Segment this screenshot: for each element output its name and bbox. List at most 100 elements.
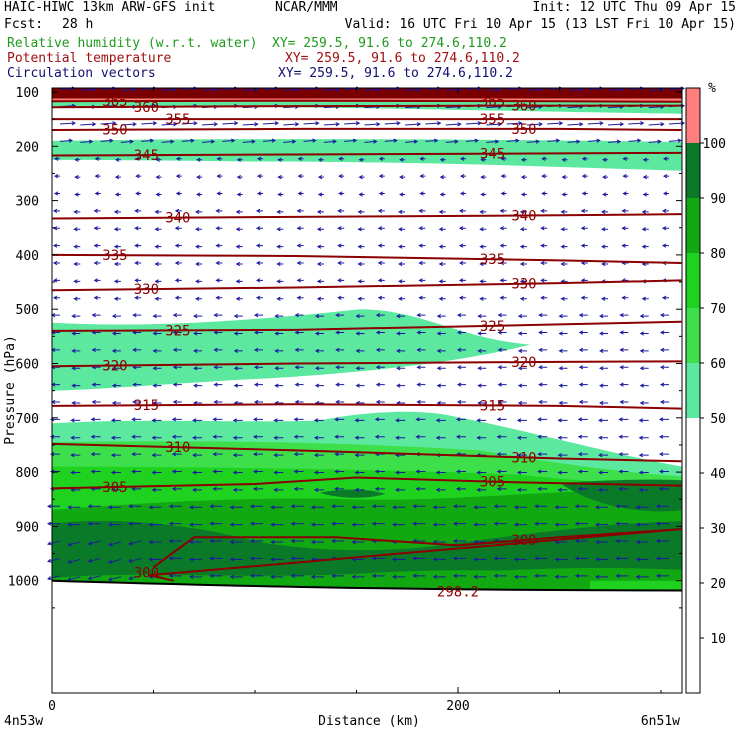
wind-vector — [375, 382, 385, 387]
wind-vector — [316, 279, 324, 284]
wind-vector — [416, 399, 426, 405]
wind-vector — [639, 383, 649, 388]
wind-vector — [398, 261, 406, 267]
wind-vector — [477, 366, 487, 371]
wind-vector — [232, 470, 243, 475]
theta-contour — [51, 151, 682, 157]
wind-vector — [134, 243, 142, 248]
wind-vector — [476, 418, 487, 423]
wind-vector — [497, 365, 507, 370]
wind-vector — [496, 434, 507, 439]
wind-vector — [628, 138, 642, 143]
wind-vector — [195, 296, 203, 301]
wind-vector — [344, 138, 358, 143]
wind-vector — [436, 331, 446, 336]
wind-vector — [377, 295, 385, 300]
wind-vector — [635, 522, 649, 527]
wind-vector — [516, 453, 527, 458]
wind-vector — [561, 192, 568, 197]
wind-vector — [416, 365, 426, 370]
wind-vector — [476, 435, 487, 440]
wind-vector — [375, 347, 385, 353]
wind-vector — [94, 191, 101, 196]
wind-vector — [398, 279, 406, 284]
wind-vector — [212, 452, 223, 457]
wind-vector — [93, 295, 101, 300]
wind-vector — [213, 347, 223, 353]
colorbar-segment — [686, 363, 700, 418]
wind-vector — [648, 139, 662, 144]
wind-vector — [297, 156, 304, 161]
wind-vector — [154, 261, 162, 267]
wind-vector — [73, 296, 81, 301]
wind-vector — [506, 121, 523, 126]
wind-vector — [215, 243, 223, 248]
wind-vector — [357, 244, 365, 249]
wind-vector — [547, 138, 561, 143]
wind-vector — [452, 504, 466, 509]
wind-vector — [113, 296, 121, 301]
wind-vector — [615, 556, 629, 561]
wind-vector — [70, 453, 81, 458]
wind-vector — [658, 486, 669, 492]
wind-vector — [455, 486, 466, 492]
wind-vector — [73, 227, 81, 232]
wind-vector — [659, 399, 669, 405]
wind-vector — [398, 227, 406, 232]
wind-vector — [270, 539, 284, 545]
wind-vector — [296, 208, 304, 214]
wind-vector — [534, 521, 548, 526]
wind-vector — [436, 383, 446, 388]
wind-vector — [314, 348, 324, 354]
wind-vector — [526, 122, 543, 127]
wind-vector — [456, 347, 466, 353]
theta-contour-label: 335 — [102, 248, 127, 264]
wind-vector — [655, 556, 669, 561]
wind-vector — [635, 539, 649, 545]
wind-vector — [192, 453, 203, 458]
wind-vector — [273, 470, 284, 475]
wind-vector — [128, 557, 142, 563]
wind-vector — [371, 573, 385, 578]
wind-vector — [249, 521, 263, 526]
wind-vector — [213, 330, 223, 335]
wind-vector — [601, 244, 609, 249]
wind-vector — [459, 191, 466, 196]
wind-vector — [558, 331, 568, 336]
wind-vector — [415, 417, 426, 422]
wind-vector — [519, 261, 527, 267]
wind-vector — [621, 295, 629, 300]
colorbar-label: 80 — [710, 247, 726, 262]
wind-vector — [534, 573, 548, 578]
wind-vector — [480, 175, 487, 180]
wind-vector — [334, 417, 345, 422]
wind-vector — [598, 418, 609, 423]
wind-vector — [236, 175, 243, 180]
wind-vector — [46, 557, 61, 563]
wind-vector — [273, 418, 284, 423]
wind-vector — [80, 139, 94, 144]
wind-vector — [192, 435, 203, 440]
wind-vector — [253, 382, 263, 387]
wind-vector — [473, 522, 487, 527]
wind-vector — [335, 347, 345, 353]
x-tick-label: 200 — [446, 699, 469, 714]
wind-vector — [161, 139, 175, 144]
wind-vector — [598, 435, 609, 440]
wind-vector — [242, 139, 256, 144]
wind-vector — [151, 435, 162, 440]
theta-field-xy: XY= 259.5, 91.6 to 274.6,110.2 — [285, 51, 520, 66]
wind-vector — [479, 279, 487, 284]
wind-vector — [233, 383, 243, 388]
wind-vector — [540, 243, 548, 248]
wind-vector — [560, 209, 568, 215]
wind-vector — [639, 331, 649, 336]
wind-vector — [554, 505, 568, 510]
wind-vector — [516, 435, 527, 440]
wind-vector — [213, 365, 223, 370]
wind-vector — [172, 313, 182, 318]
wind-vector — [599, 400, 609, 406]
wind-vector — [578, 365, 588, 370]
wind-vector — [486, 139, 500, 144]
wind-vector — [405, 139, 419, 144]
